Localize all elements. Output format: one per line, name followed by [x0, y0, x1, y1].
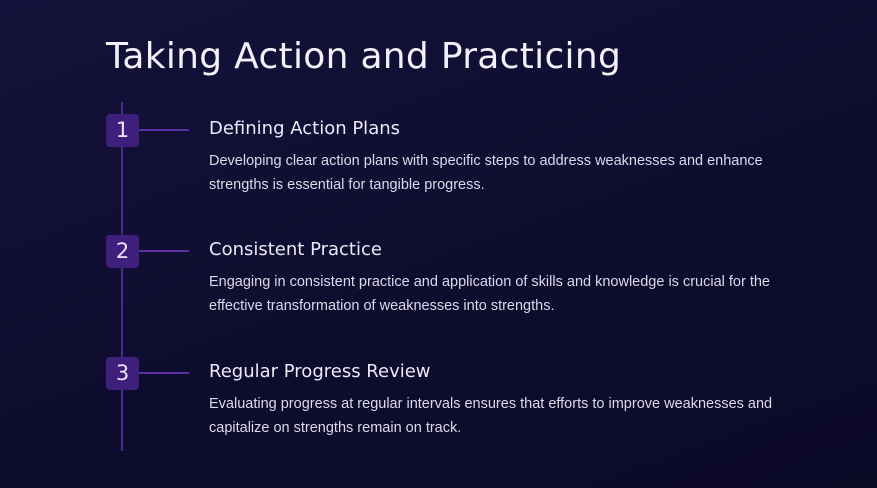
step-connector	[139, 372, 189, 374]
timeline-line	[121, 102, 123, 451]
step-number-badge: 2	[106, 235, 139, 268]
step-title: Defining Action Plans	[209, 118, 401, 139]
slide-title: Taking Action and Practicing	[106, 36, 622, 77]
step-description: Evaluating progress at regular intervals…	[209, 396, 773, 436]
step-connector	[139, 129, 189, 131]
step-number-badge: 3	[106, 357, 139, 390]
step-description: Engaging in consistent practice and appl…	[209, 274, 770, 314]
step-title: Regular Progress Review	[209, 361, 431, 382]
step-description: Developing clear action plans with speci…	[209, 153, 763, 193]
step-connector	[139, 250, 189, 252]
step-title: Consistent Practice	[209, 239, 382, 260]
step-number-badge: 1	[106, 114, 139, 147]
